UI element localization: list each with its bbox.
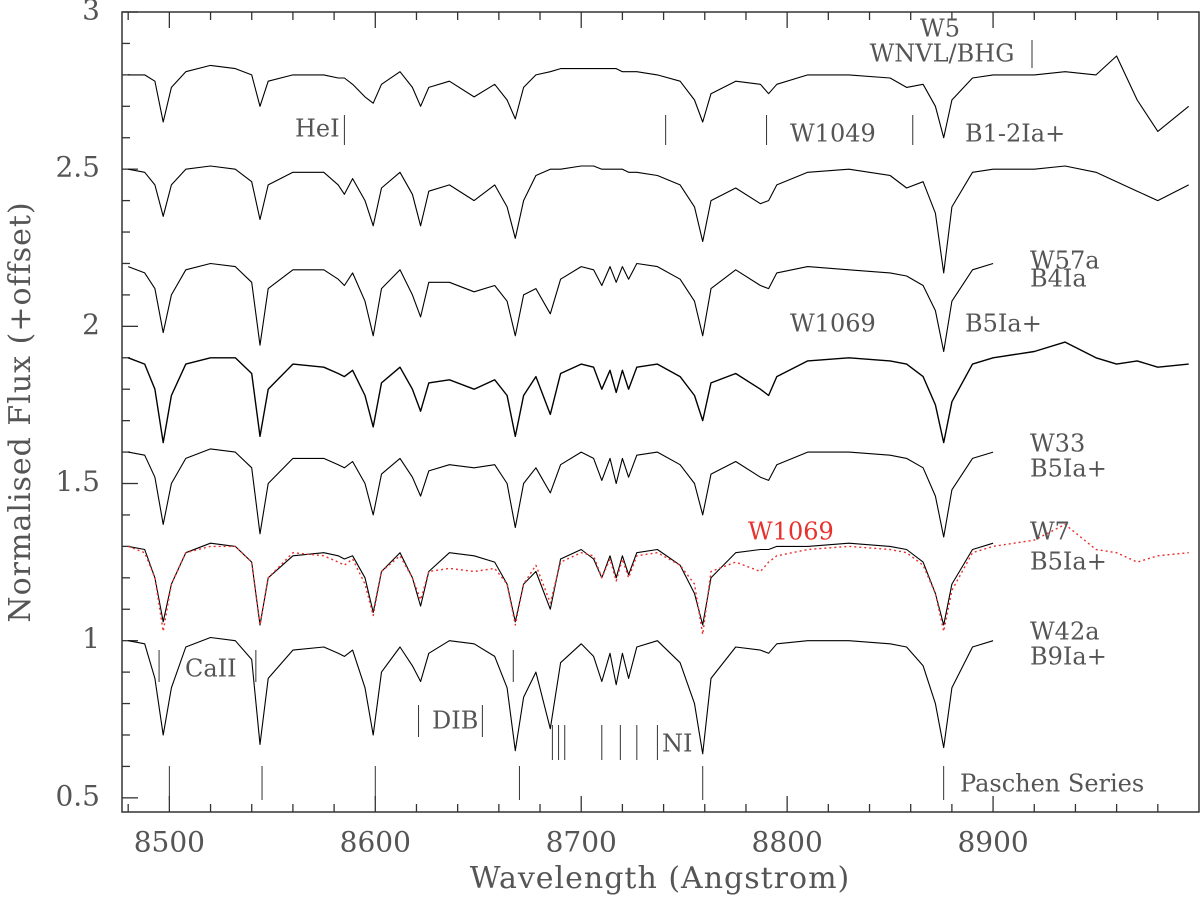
marker-label: Paschen Series [960, 770, 1144, 798]
plot-frame [121, 11, 1200, 813]
y-tick-label: 0.5 [55, 779, 100, 812]
marker-label: NI [662, 730, 692, 758]
series-label: W57a [1030, 247, 1100, 275]
x-tick-label: 8700 [546, 826, 617, 859]
marker-label: CaII [185, 655, 237, 683]
series-annotation: B9Ia+ [1030, 643, 1107, 671]
series-label: W5 [920, 15, 960, 43]
marker-label: DIB [432, 707, 478, 735]
series-annotation: B4Ia [1030, 265, 1087, 293]
spectrum-line [127, 523, 1189, 636]
y-tick-label: 1 [82, 622, 100, 655]
spectrum-line [128, 636, 994, 755]
y-tick-label: 2.5 [55, 151, 100, 184]
spectrum-line [128, 262, 994, 353]
spectrum-line [128, 55, 1190, 139]
series-annotation: B5Ia+ [1030, 548, 1107, 576]
y-axis-label: Normalised Flux (+offset) [3, 201, 38, 622]
series-annotation: WNVL/BHG [870, 40, 1015, 68]
marker-label: HeI [295, 115, 340, 143]
spectrum-line [127, 341, 1189, 444]
y-tick-label: 1.5 [55, 465, 100, 498]
series-annotation: B5Ia+ [1030, 455, 1107, 483]
x-tick-label: 8500 [134, 826, 205, 859]
y-tick-label: 2 [82, 308, 100, 341]
series-label: W1049 [790, 120, 876, 148]
spectrum-line [128, 165, 1189, 274]
series-label: W7 [1030, 518, 1070, 546]
series-label: W33 [1030, 430, 1085, 458]
x-tick-label: 8800 [752, 826, 823, 859]
x-tick-label: 8900 [957, 826, 1028, 859]
series-annotation: B1-2Ia+ [965, 120, 1065, 148]
series-annotation: B5Ia+ [965, 310, 1042, 338]
series-label: W1069 [748, 518, 834, 546]
spectrum-line [128, 542, 994, 626]
series-label: W42a [1030, 618, 1100, 646]
x-tick-label: 8600 [340, 826, 411, 859]
y-tick-label: 3 [82, 0, 100, 27]
series-label: W1069 [790, 310, 876, 338]
spectrum-line [128, 448, 994, 538]
x-axis-label: Wavelength (Angstrom) [470, 861, 851, 896]
